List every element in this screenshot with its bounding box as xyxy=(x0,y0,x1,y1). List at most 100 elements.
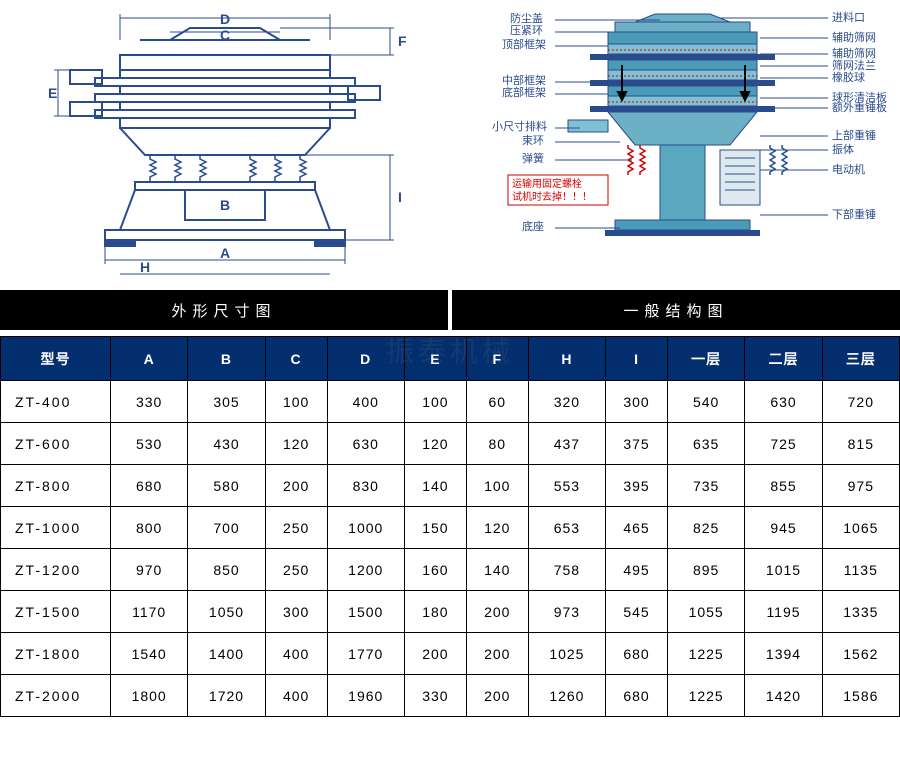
cell-6-9: 1225 xyxy=(668,633,745,675)
cell-0-7: 320 xyxy=(528,381,605,423)
cell-0-11: 720 xyxy=(822,381,899,423)
cell-1-5: 120 xyxy=(404,423,466,465)
cell-7-3: 400 xyxy=(265,675,327,717)
label-topframe: 顶部框架 xyxy=(502,37,546,51)
cell-5-11: 1335 xyxy=(822,591,899,633)
cell-2-11: 975 xyxy=(822,465,899,507)
col-11: 三层 xyxy=(822,337,899,381)
table-row: ZT-1500117010503001500180200973545105511… xyxy=(1,591,900,633)
cell-6-5: 200 xyxy=(404,633,466,675)
cell-6-0: ZT-1800 xyxy=(1,633,111,675)
col-5: E xyxy=(404,337,466,381)
cell-0-1: 330 xyxy=(111,381,188,423)
cell-7-9: 1225 xyxy=(668,675,745,717)
cell-7-1: 1800 xyxy=(111,675,188,717)
cell-6-11: 1562 xyxy=(822,633,899,675)
col-8: I xyxy=(606,337,668,381)
cell-6-6: 200 xyxy=(466,633,528,675)
cell-7-8: 680 xyxy=(606,675,668,717)
cell-5-7: 973 xyxy=(528,591,605,633)
cell-7-0: ZT-2000 xyxy=(1,675,111,717)
cell-0-8: 300 xyxy=(606,381,668,423)
dim-d: D xyxy=(220,11,230,27)
cell-4-5: 160 xyxy=(404,549,466,591)
col-6: F xyxy=(466,337,528,381)
label-extraweight: 额外重锤板 xyxy=(832,100,887,114)
col-1: A xyxy=(111,337,188,381)
cell-6-1: 1540 xyxy=(111,633,188,675)
label-base: 底座 xyxy=(522,219,544,233)
cell-2-0: ZT-800 xyxy=(1,465,111,507)
label-inlet: 进料口 xyxy=(832,10,865,24)
cell-4-6: 140 xyxy=(466,549,528,591)
table-row: ZT-800680580200830140100553395735855975 xyxy=(1,465,900,507)
col-4: D xyxy=(327,337,404,381)
cell-0-3: 100 xyxy=(265,381,327,423)
label-outlet: 小尺寸排料 xyxy=(492,119,547,133)
cell-1-9: 635 xyxy=(668,423,745,465)
cell-1-11: 815 xyxy=(822,423,899,465)
cell-4-2: 850 xyxy=(188,549,265,591)
table-row: ZT-60053043012063012080437375635725815 xyxy=(1,423,900,465)
cell-3-8: 465 xyxy=(606,507,668,549)
cell-5-0: ZT-1500 xyxy=(1,591,111,633)
spec-table: 型号ABCDEFHI一层二层三层 ZT-40033030510040010060… xyxy=(0,336,900,717)
cell-5-5: 180 xyxy=(404,591,466,633)
header-structure: 一般结构图 xyxy=(452,290,900,330)
cell-6-8: 680 xyxy=(606,633,668,675)
cell-1-2: 430 xyxy=(188,423,265,465)
table-row: ZT-1800154014004001770200200102568012251… xyxy=(1,633,900,675)
cell-4-3: 250 xyxy=(265,549,327,591)
cell-3-1: 800 xyxy=(111,507,188,549)
cell-3-5: 150 xyxy=(404,507,466,549)
cell-5-3: 300 xyxy=(265,591,327,633)
label-lowerweight: 下部重锤 xyxy=(832,207,876,221)
cell-5-8: 545 xyxy=(606,591,668,633)
cell-7-6: 200 xyxy=(466,675,528,717)
cell-4-9: 895 xyxy=(668,549,745,591)
label-bandring: 束环 xyxy=(522,134,544,147)
cell-6-4: 1770 xyxy=(327,633,404,675)
cell-5-4: 1500 xyxy=(327,591,404,633)
cell-7-11: 1586 xyxy=(822,675,899,717)
cell-2-2: 580 xyxy=(188,465,265,507)
label-bottomframe: 底部框架 xyxy=(502,85,546,99)
dim-c: C xyxy=(220,27,230,43)
col-10: 二层 xyxy=(745,337,822,381)
cell-5-10: 1195 xyxy=(745,591,822,633)
label-rubberball: 橡胶球 xyxy=(832,70,865,84)
label-upperweight: 上部重锤 xyxy=(832,128,876,142)
cell-7-10: 1420 xyxy=(745,675,822,717)
warning-line2: 试机时去掉！！！ xyxy=(512,190,592,203)
cell-1-6: 80 xyxy=(466,423,528,465)
cell-0-10: 630 xyxy=(745,381,822,423)
label-motor: 电动机 xyxy=(832,162,865,176)
dim-h: H xyxy=(140,259,150,275)
dim-a: A xyxy=(220,245,230,261)
cell-1-8: 375 xyxy=(606,423,668,465)
cell-6-3: 400 xyxy=(265,633,327,675)
cell-7-7: 1260 xyxy=(528,675,605,717)
cell-7-4: 1960 xyxy=(327,675,404,717)
cell-1-4: 630 xyxy=(327,423,404,465)
label-auxscreen2: 辅助筛网 xyxy=(832,46,876,60)
label-clampring: 压紧环 xyxy=(510,24,543,37)
cell-1-3: 120 xyxy=(265,423,327,465)
cell-0-9: 540 xyxy=(668,381,745,423)
cell-2-4: 830 xyxy=(327,465,404,507)
cell-0-5: 100 xyxy=(404,381,466,423)
cell-1-0: ZT-600 xyxy=(1,423,111,465)
cell-4-11: 1135 xyxy=(822,549,899,591)
cell-2-6: 100 xyxy=(466,465,528,507)
cell-0-6: 60 xyxy=(466,381,528,423)
cell-6-2: 1400 xyxy=(188,633,265,675)
cell-1-10: 725 xyxy=(745,423,822,465)
cell-3-3: 250 xyxy=(265,507,327,549)
cell-7-2: 1720 xyxy=(188,675,265,717)
cell-2-1: 680 xyxy=(111,465,188,507)
cell-3-6: 120 xyxy=(466,507,528,549)
cell-3-11: 1065 xyxy=(822,507,899,549)
dim-e: E xyxy=(48,85,57,101)
table-row: ZT-2000180017204001960330200126068012251… xyxy=(1,675,900,717)
cell-1-1: 530 xyxy=(111,423,188,465)
